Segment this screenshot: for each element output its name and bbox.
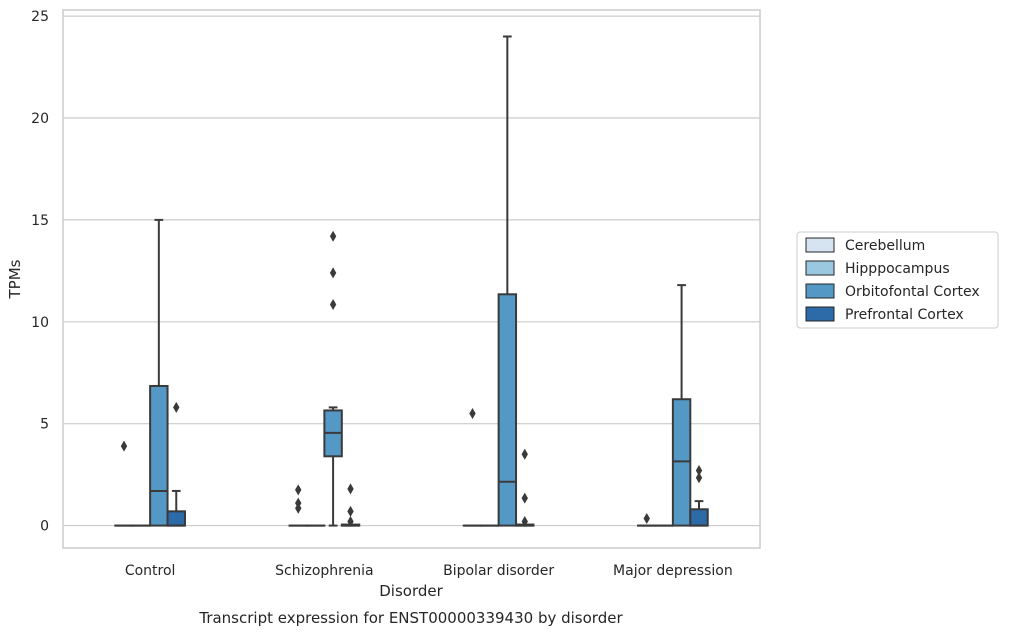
plot-frame [62, 9, 761, 549]
x-tick-label: Major depression [613, 563, 733, 579]
legend-item: Prefrontal Cortex [805, 306, 964, 323]
box [671, 284, 692, 527]
box [149, 218, 169, 527]
y-axis-label: TPMs [6, 259, 24, 299]
y-tick-label: 0 [40, 519, 49, 535]
outlier-point [469, 408, 476, 419]
outlier-point [695, 465, 703, 477]
category-group [462, 35, 535, 528]
outlier-point [295, 497, 302, 509]
y-tick-label: 20 [31, 111, 49, 127]
legend-swatch [805, 283, 835, 299]
outlier-point [347, 505, 354, 517]
category-group [288, 230, 361, 528]
box [340, 483, 361, 528]
outlier-point [521, 492, 528, 504]
box [323, 230, 343, 527]
category-group [114, 218, 186, 527]
x-tick-label: Schizophrenia [275, 563, 373, 579]
legend-swatch [805, 306, 835, 322]
legend-swatch [805, 237, 835, 253]
outlier-point [521, 516, 528, 528]
box-groups [114, 35, 709, 528]
legend-item: Cerebellum [805, 237, 925, 254]
box-body [497, 293, 518, 527]
legend-label: Hipppocampus [845, 261, 950, 277]
outlier-point [695, 472, 703, 484]
outlier-point [347, 516, 354, 528]
box-body [671, 398, 692, 527]
outlier-point [173, 401, 180, 413]
x-tick-label: Bipolar disorder [443, 563, 554, 579]
outlier-point [329, 230, 337, 242]
legend: Cerebellum Hipppocampus Orbitofontal Corte… [796, 231, 999, 329]
legend-label: Prefrontal Cortex [845, 307, 964, 323]
legend-frame [796, 231, 999, 329]
y-tick-label: 15 [31, 213, 49, 229]
box [689, 465, 709, 527]
y-tick-label: 5 [40, 417, 49, 433]
box [288, 484, 308, 527]
legend-label: Orbitofontal Cortex [845, 284, 980, 300]
outlier-point [295, 484, 302, 496]
outlier-point [643, 512, 650, 524]
legend-label: Cerebellum [845, 238, 925, 254]
y-tick-label: 10 [31, 315, 49, 331]
outlier-point [347, 483, 354, 495]
box [637, 512, 657, 527]
x-axis-ticks: Control Schizophrenia Bipolar disorder Majo… [125, 563, 733, 579]
box-body [689, 508, 709, 527]
legend-item: Orbitofontal Cortex [805, 283, 980, 300]
box [114, 440, 134, 527]
x-axis-label: Disorder [379, 582, 443, 600]
box-body [166, 510, 186, 527]
y-axis-ticks: 0 5 10 15 20 25 [31, 9, 49, 534]
outlier-point [329, 298, 337, 310]
box [462, 408, 483, 527]
box [166, 401, 186, 527]
box-body [149, 384, 169, 527]
outlier-point [120, 440, 128, 452]
outlier-point [521, 448, 528, 460]
box [515, 448, 535, 528]
outlier-point [329, 267, 337, 279]
category-group [637, 284, 709, 527]
legend-swatch [805, 260, 835, 276]
chart-caption: Transcript expression for ENST0000033943… [198, 609, 623, 627]
legend-item: Hipppocampus [805, 260, 950, 277]
box [497, 35, 518, 527]
y-tick-label: 25 [31, 9, 49, 25]
x-tick-label: Control [125, 563, 176, 579]
